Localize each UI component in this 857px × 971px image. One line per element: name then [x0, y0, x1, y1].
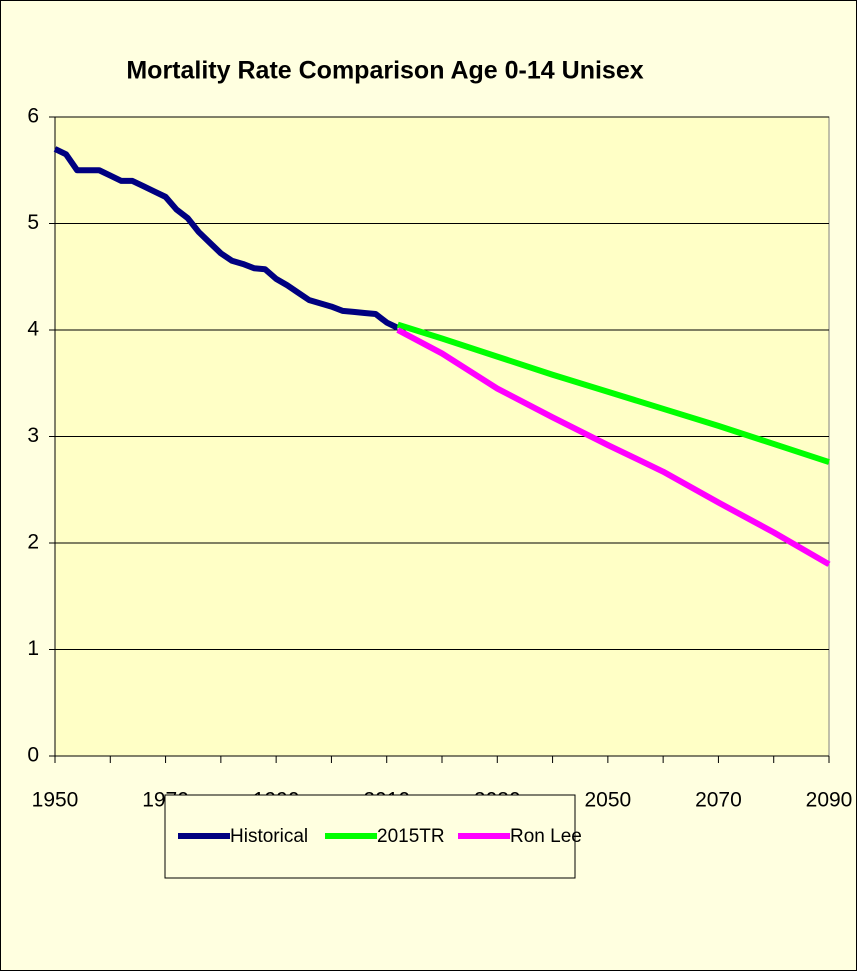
chart-title: Mortality Rate Comparison Age 0-14 Unise… — [126, 57, 643, 85]
y-tick-label: 5 — [27, 211, 39, 234]
series-line — [396, 327, 831, 567]
legend-label: Ron Lee — [510, 826, 582, 847]
y-tick-label: 2 — [27, 531, 39, 554]
x-tick-label: 2070 — [695, 789, 742, 812]
x-tick-label: 2090 — [806, 789, 853, 812]
series-line — [53, 146, 400, 331]
y-tick-label: 0 — [27, 744, 39, 767]
y-tick-label: 1 — [27, 637, 39, 660]
x-tick-label: 1950 — [32, 789, 79, 812]
y-tick-label: 4 — [27, 318, 39, 341]
legend-label: 2015TR — [377, 826, 445, 847]
x-tick-label: 2050 — [584, 789, 631, 812]
y-tick-label: 3 — [27, 424, 39, 447]
legend-label: Historical — [230, 826, 308, 847]
series-line — [396, 321, 830, 465]
y-tick-label: 6 — [27, 105, 39, 128]
